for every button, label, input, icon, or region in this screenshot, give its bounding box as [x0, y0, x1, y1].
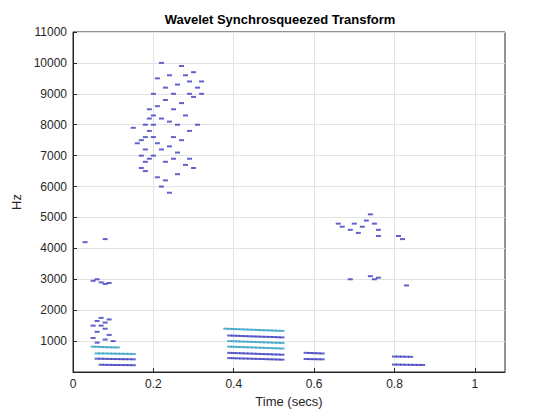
svg-text:9000: 9000	[40, 87, 67, 101]
svg-text:0.6: 0.6	[306, 377, 323, 391]
svg-text:4000: 4000	[40, 241, 67, 255]
svg-text:8000: 8000	[40, 118, 67, 132]
svg-text:Hz: Hz	[9, 194, 24, 210]
svg-text:0.8: 0.8	[386, 377, 403, 391]
svg-text:7000: 7000	[40, 149, 67, 163]
svg-text:Time (secs): Time (secs)	[255, 394, 322, 409]
svg-text:6000: 6000	[40, 180, 67, 194]
svg-text:Wavelet Synchrosqueezed Transf: Wavelet Synchrosqueezed Transform	[165, 12, 396, 27]
svg-text:0.4: 0.4	[225, 377, 242, 391]
svg-text:10000: 10000	[34, 56, 68, 70]
svg-text:3000: 3000	[40, 272, 67, 286]
svg-text:1: 1	[472, 377, 479, 391]
svg-text:2000: 2000	[40, 303, 67, 317]
svg-text:0.2: 0.2	[145, 377, 162, 391]
svg-text:11000: 11000	[35, 25, 68, 39]
svg-text:1000: 1000	[40, 334, 67, 348]
svg-text:0: 0	[70, 377, 77, 391]
svg-text:5000: 5000	[40, 210, 67, 224]
